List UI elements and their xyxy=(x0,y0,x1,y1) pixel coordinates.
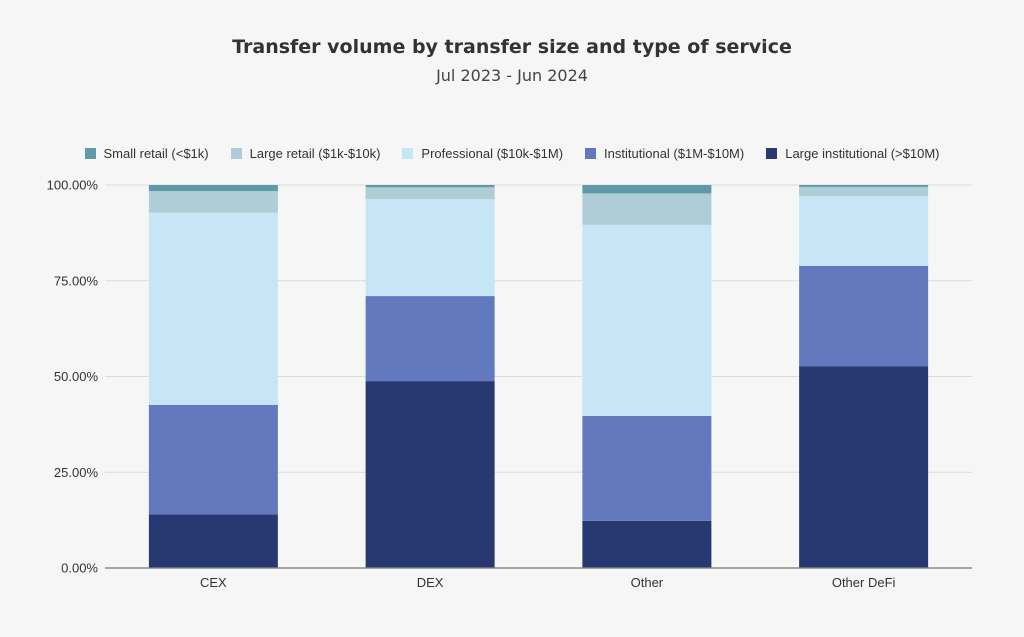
bar-segment xyxy=(799,196,929,266)
bar-segment xyxy=(582,224,712,416)
x-tick-label: Other xyxy=(631,575,664,590)
bar-segment xyxy=(148,212,278,405)
legend-swatch xyxy=(766,148,778,159)
x-tick-label: CEX xyxy=(200,575,227,590)
bar-segment xyxy=(365,185,495,188)
bar-segment xyxy=(148,191,278,213)
y-tick-label: 100.00% xyxy=(47,178,99,193)
legend-item: Large retail ($1k-$10k) xyxy=(230,146,381,161)
bar-segment xyxy=(365,187,495,200)
bar-segment xyxy=(148,185,278,192)
y-tick-label: 50.00% xyxy=(54,369,99,384)
legend-swatch xyxy=(84,148,96,159)
legend-label: Professional ($10k-$1M) xyxy=(421,146,564,161)
legend-label: Large retail ($1k-$10k) xyxy=(249,146,381,161)
y-tick-label: 0.00% xyxy=(61,561,98,576)
bar-segment xyxy=(582,520,712,568)
bar-segment xyxy=(799,186,929,197)
legend-item: Professional ($10k-$1M) xyxy=(402,146,563,161)
legend-label: Institutional ($1M-$10M) xyxy=(604,146,745,161)
bar-segment xyxy=(582,193,712,225)
bar-segment xyxy=(799,185,929,187)
bar-segment xyxy=(365,296,495,382)
legend-item: Small retail (<$1k) xyxy=(84,146,209,161)
legend-item: Institutional ($1M-$10M) xyxy=(585,146,744,161)
legend: Small retail (<$1k) Large retail ($1k-$10… xyxy=(0,146,1024,161)
legend-swatch xyxy=(402,148,414,159)
bar-segment xyxy=(365,199,495,297)
legend-item: Large institutional (>$10M) xyxy=(766,146,940,161)
legend-label: Small retail (<$1k) xyxy=(103,146,209,161)
bar-segment xyxy=(365,381,495,568)
legend-swatch xyxy=(230,148,242,159)
legend-swatch xyxy=(585,148,597,159)
x-tick-label: DEX xyxy=(417,575,444,590)
bar-segment xyxy=(148,514,278,568)
bar-segment xyxy=(148,404,278,515)
y-tick-label: 25.00% xyxy=(54,465,99,480)
x-tick-label: Other DeFi xyxy=(832,575,896,590)
bar-segment xyxy=(582,185,712,194)
legend-label: Large institutional (>$10M) xyxy=(785,146,940,161)
bar-segment xyxy=(582,415,712,521)
chart-title: Transfer volume by transfer size and typ… xyxy=(232,36,792,58)
bar-segment xyxy=(799,366,929,568)
y-tick-label: 75.00% xyxy=(54,273,99,288)
chart-subtitle: Jul 2023 - Jun 2024 xyxy=(436,66,588,85)
bar-segment xyxy=(799,265,929,367)
